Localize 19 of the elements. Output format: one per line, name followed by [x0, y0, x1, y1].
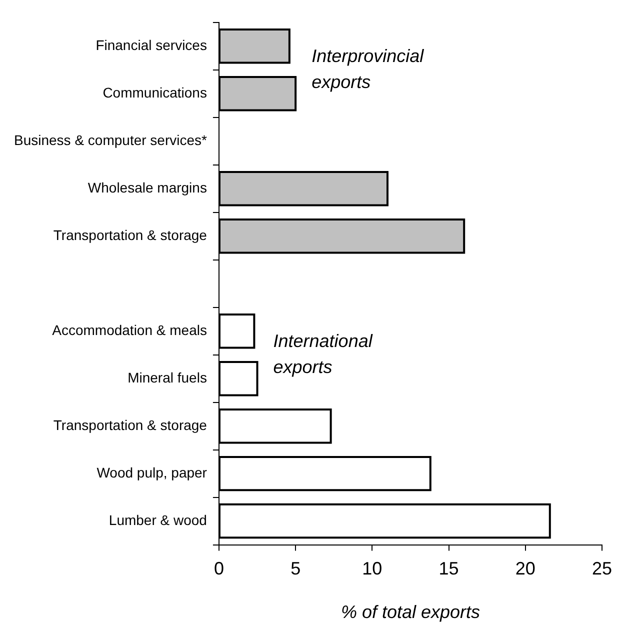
x-tick-label: 0: [214, 558, 224, 579]
x-tick-label: 10: [362, 558, 382, 579]
x-tick-label: 5: [290, 558, 301, 579]
x-axis-title: % of total exports: [340, 602, 480, 622]
series-label: International exports: [273, 330, 374, 377]
y-tick-label: Mineral fuels: [128, 369, 207, 386]
y-tick-label: Business & computer services*: [14, 132, 208, 148]
y-tick-label: Financial services: [96, 37, 207, 54]
y-tick-label: Wholesale margins: [88, 179, 207, 196]
y-tick-label: Transportation & storage: [53, 226, 208, 243]
y-tick-label: Transportation & storage: [53, 416, 208, 433]
x-tick-label: 15: [438, 558, 459, 579]
y-tick-label: Lumber & wood: [108, 512, 207, 528]
y-tick-label: Accommodation & meals: [52, 322, 207, 338]
y-tick-label: Communications: [102, 84, 207, 100]
x-tick-label: 20: [515, 558, 536, 579]
x-tick-label: 25: [592, 558, 612, 579]
y-tick-label: Wood pulp, paper: [96, 464, 208, 480]
series-label: Interprovincial exports: [312, 46, 425, 92]
